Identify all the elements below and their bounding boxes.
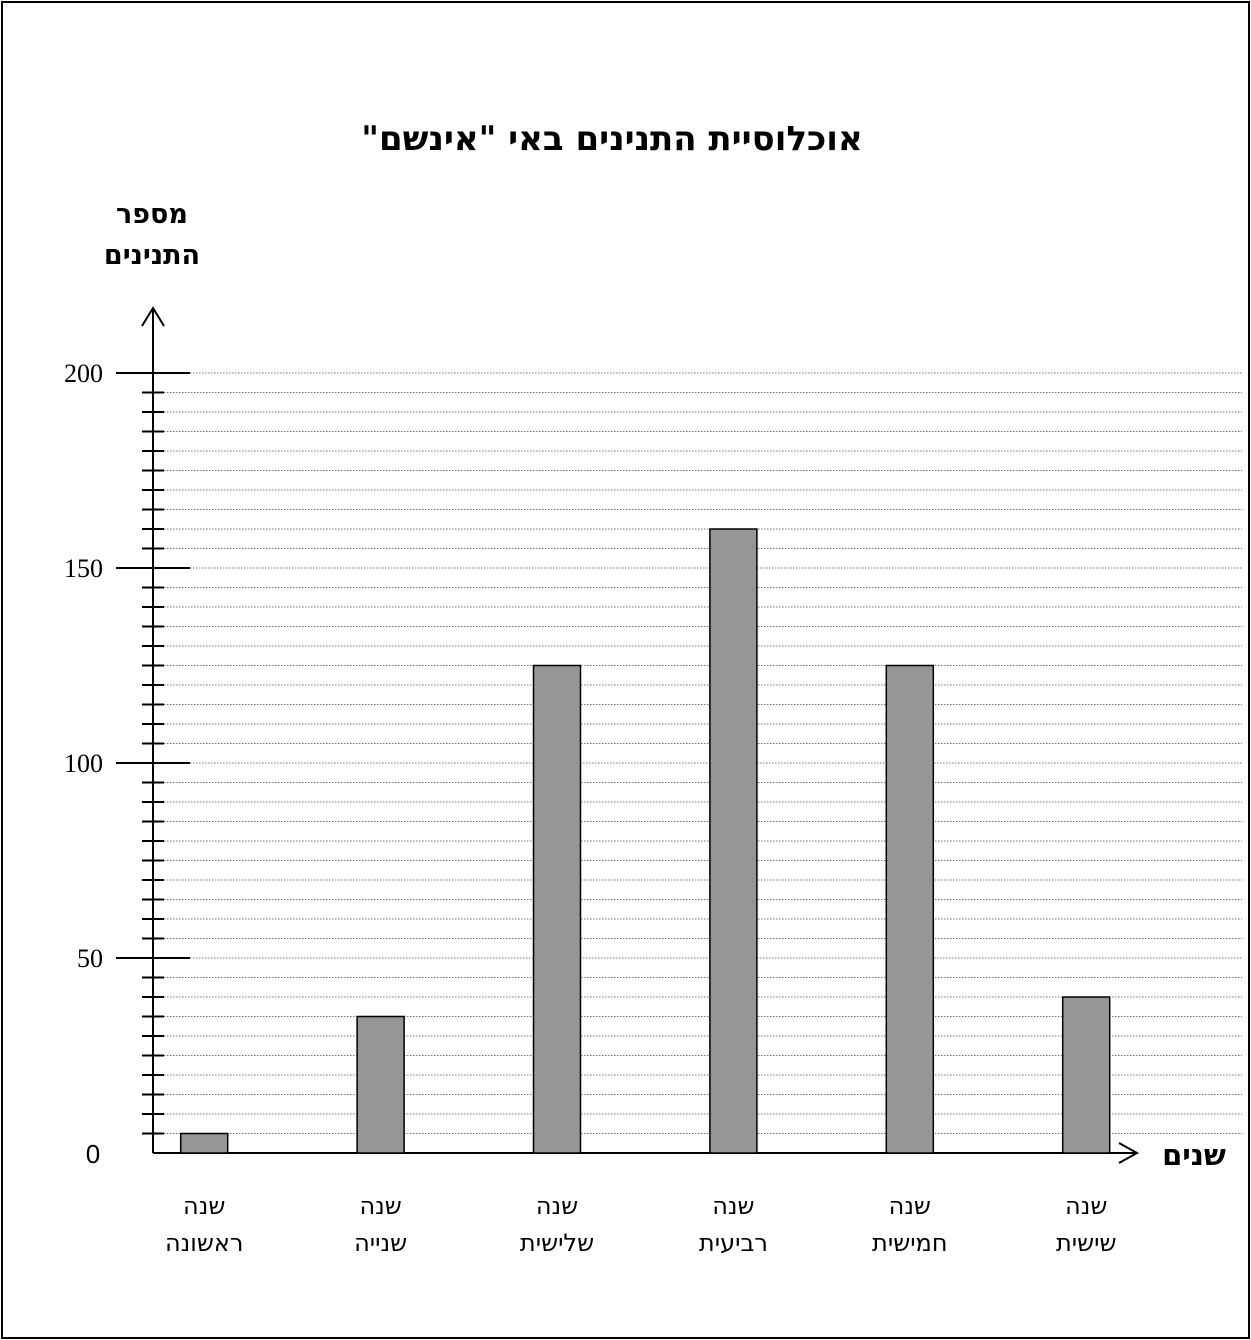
x-tick-label: שנה xyxy=(183,1192,225,1220)
bar xyxy=(709,528,758,1154)
chart-title: אוכלוסיית התנינים באי "אינשם" xyxy=(361,119,862,159)
y-tick-labels: 0 50 100 150 200 xyxy=(64,359,103,1169)
x-tick-label: שנה xyxy=(712,1192,754,1220)
y-tick-label: 150 xyxy=(64,554,103,583)
x-axis-arrow xyxy=(1118,1142,1140,1164)
x-tick-label: שנה xyxy=(359,1192,401,1220)
x-axis-label: שנים xyxy=(1162,1138,1226,1172)
y-axis-arrow xyxy=(141,306,165,327)
y-tick-label: 50 xyxy=(77,944,103,973)
y-axis-label-line-1: מספר xyxy=(116,199,188,230)
x-tick-label: שנייה xyxy=(354,1229,407,1257)
bar xyxy=(356,1015,405,1154)
x-tick-label: ראשונה xyxy=(165,1229,243,1257)
bar xyxy=(885,664,935,1154)
bar xyxy=(532,664,582,1154)
x-tick-label: שלישית xyxy=(520,1229,594,1257)
x-tick-label: שישית xyxy=(1056,1229,1117,1257)
y-tick-label: 0 xyxy=(86,1139,100,1169)
bars xyxy=(179,528,1111,1154)
y-tick-label: 200 xyxy=(64,359,103,388)
y-tick-label: 100 xyxy=(64,749,103,778)
x-tick-label: שנה xyxy=(1065,1192,1107,1220)
x-tick-labels: שנה ראשונה שנה שנייה שנה שלישית שנה רביעית שנה חמ… xyxy=(165,1192,1116,1257)
x-tick-label: שנה xyxy=(536,1192,578,1220)
y-ticks xyxy=(116,372,190,1135)
y-axis-label-line-2: התנינים xyxy=(104,240,200,271)
x-tick-label: שנה xyxy=(889,1192,931,1220)
x-tick-label: חמישית xyxy=(872,1229,948,1257)
x-tick-label: רביעית xyxy=(699,1229,768,1257)
bar xyxy=(1061,996,1111,1154)
bar xyxy=(179,1132,229,1154)
